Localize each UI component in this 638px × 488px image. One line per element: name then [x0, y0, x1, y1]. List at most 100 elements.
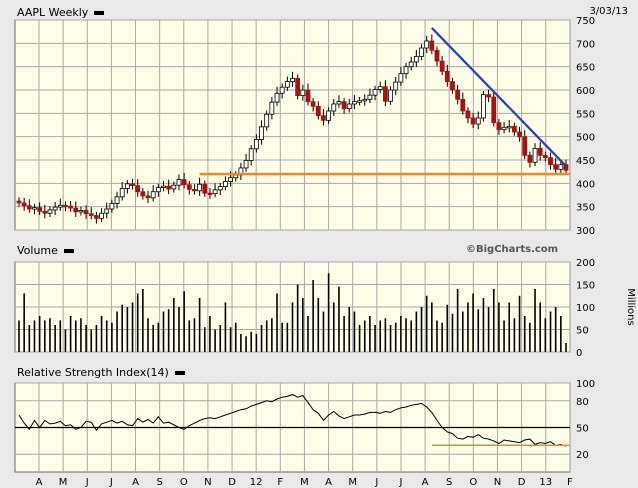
- candle-body: [243, 160, 249, 169]
- candle-body: [109, 202, 115, 210]
- candle-body: [274, 92, 280, 103]
- candle-body: [460, 98, 466, 112]
- candle-body: [455, 89, 461, 100]
- candle-body: [408, 61, 414, 68]
- x-tick-label: D: [228, 477, 236, 488]
- candle-body: [145, 195, 151, 199]
- candle-body: [284, 81, 290, 88]
- x-tick-label: M: [300, 477, 309, 488]
- candle-body: [217, 186, 223, 191]
- price-plot-area: [14, 19, 571, 231]
- candle-body: [290, 77, 295, 83]
- candle-body: [481, 94, 486, 119]
- candle-body: [532, 147, 538, 163]
- candle-body: [264, 113, 270, 128]
- menu-icon[interactable]: [94, 11, 105, 15]
- candle-body: [501, 126, 507, 131]
- candle-body: [88, 213, 94, 216]
- candle-body: [310, 101, 316, 107]
- candle-body: [248, 148, 254, 161]
- candle-body: [114, 196, 120, 204]
- candle-body: [83, 209, 89, 215]
- candle-body: [300, 89, 306, 96]
- candle-body: [357, 100, 362, 103]
- candle-body: [135, 185, 141, 193]
- chart-date: 3/03/13: [589, 6, 628, 17]
- x-tick-label: M: [348, 477, 357, 488]
- candle-body: [424, 40, 430, 49]
- candle-body: [57, 204, 63, 208]
- candle-body: [140, 191, 146, 197]
- candle-body: [52, 206, 58, 211]
- candle-body: [166, 185, 172, 190]
- candle-body: [63, 204, 68, 208]
- candle-body: [341, 101, 347, 110]
- candle-body: [315, 105, 321, 117]
- candle-body: [352, 101, 357, 105]
- price-tick-label: 600: [576, 86, 595, 97]
- candle-body: [21, 202, 27, 207]
- volume-tick-label: 100: [576, 303, 595, 314]
- x-tick-label: F: [277, 477, 283, 488]
- x-tick-label: O: [180, 477, 188, 488]
- x-tick-label: A: [325, 477, 332, 488]
- volume-tick-label: 150: [576, 281, 595, 292]
- candle-body: [99, 212, 104, 219]
- candle-body: [32, 207, 37, 210]
- candle-body: [393, 81, 399, 91]
- candle-body: [161, 185, 166, 189]
- candle-body: [398, 73, 404, 83]
- x-tick-label: J: [398, 477, 402, 488]
- candle-body: [491, 96, 497, 124]
- volume-tick-label: 200: [576, 258, 595, 269]
- rsi-tick-label: 80: [576, 397, 589, 408]
- x-tick-label: 13: [539, 477, 552, 488]
- candle-body: [68, 205, 74, 209]
- candle-body: [434, 49, 440, 62]
- x-tick-label: J: [374, 477, 378, 488]
- candle-body: [486, 94, 491, 98]
- candle-body: [155, 187, 161, 193]
- candle-body: [253, 139, 259, 150]
- candle-body: [548, 157, 553, 166]
- candle-body: [506, 126, 512, 129]
- candle-body: [207, 192, 213, 196]
- candle-body: [542, 154, 548, 159]
- volume-title: Volume: [17, 244, 74, 257]
- candle-body: [269, 101, 275, 115]
- candle-body: [16, 200, 22, 204]
- candle-body: [197, 183, 203, 192]
- candle-body: [37, 207, 43, 212]
- credit-text: ©BigCharts.com: [466, 244, 559, 255]
- rsi-menu-icon[interactable]: [174, 371, 185, 375]
- candle-body: [326, 110, 332, 121]
- candle-body: [259, 126, 264, 140]
- price-tick-label: 450: [576, 156, 595, 167]
- candle-body: [47, 209, 53, 214]
- candle-body: [413, 56, 419, 63]
- candle-body: [367, 94, 373, 100]
- candle-body: [279, 86, 285, 94]
- candle-body: [553, 164, 559, 170]
- volume-menu-icon[interactable]: [63, 249, 74, 253]
- candle-body: [295, 77, 301, 97]
- candle-body: [171, 184, 177, 190]
- rsi-tick-label: 50: [576, 424, 589, 435]
- rsi-tick-label: 20: [576, 450, 589, 461]
- candle-body: [124, 183, 130, 189]
- candle-body: [321, 115, 326, 121]
- x-tick-label: N: [494, 477, 501, 488]
- candle-body: [465, 110, 471, 119]
- x-tick-label: J: [109, 477, 113, 488]
- candle-body: [537, 147, 543, 156]
- rsi-title: Relative Strength Index(14): [17, 366, 185, 379]
- x-tick-label: J: [85, 477, 89, 488]
- candle-body: [228, 177, 233, 182]
- x-tick-label: O: [469, 477, 477, 488]
- candle-body: [444, 70, 450, 83]
- volume-tick-label: 0: [576, 348, 582, 359]
- candle-body: [403, 66, 409, 75]
- x-tick-label: N: [204, 477, 211, 488]
- x-tick-label: A: [422, 477, 429, 488]
